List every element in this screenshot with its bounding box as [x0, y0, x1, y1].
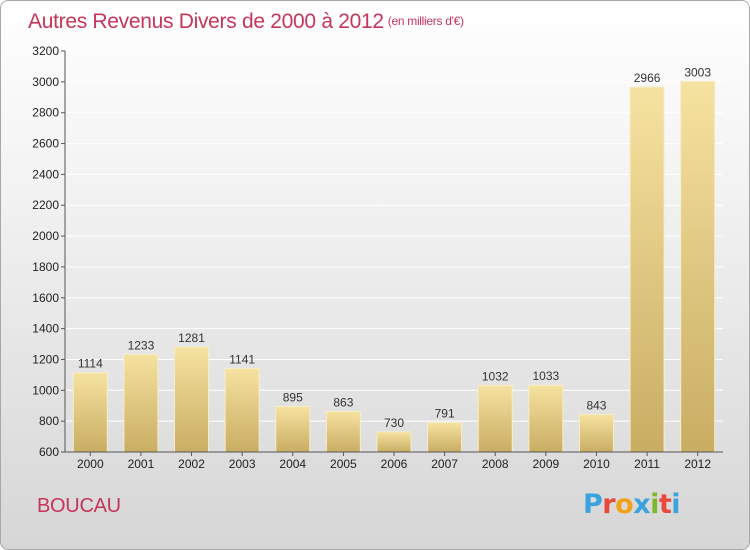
bar-value-label: 1032: [482, 369, 509, 383]
x-tick-label: 2012: [684, 457, 711, 471]
x-tick-label: 2006: [381, 457, 408, 471]
x-tick-label: 2007: [431, 457, 458, 471]
x-tick-label: 2000: [77, 457, 104, 471]
bar: [275, 406, 311, 453]
bar: [680, 80, 716, 453]
x-tick-label: 2003: [229, 457, 256, 471]
bar-value-label: 1281: [178, 331, 205, 345]
bar: [477, 384, 513, 453]
y-tick-label: 2800: [32, 106, 59, 120]
bar-value-label: 895: [283, 391, 303, 405]
x-tick-label: 2011: [634, 457, 660, 471]
y-tick-label: 2400: [32, 167, 59, 181]
logo-letter: x: [633, 489, 651, 520]
bar: [123, 353, 159, 453]
y-tick-label: 2600: [32, 137, 59, 151]
bars: 1114 1233 1281 1141 895 863 730 791 1032 1033 843 2…: [72, 65, 716, 453]
y-tick-label: 1600: [32, 291, 59, 305]
y-tick-label: 3200: [32, 44, 59, 58]
y-tick-label: 2200: [32, 198, 59, 212]
logo-letter: i: [671, 489, 681, 520]
proxiti-logo[interactable]: Proxiti: [583, 489, 681, 520]
logo-letter: i: [650, 489, 659, 520]
bar: [629, 86, 665, 453]
x-tick-label: 2010: [583, 457, 610, 471]
y-tick-label: 1000: [32, 383, 59, 397]
place-name: BOUCAU: [37, 495, 121, 517]
bar-value-label: 1141: [229, 353, 255, 367]
bar: [72, 372, 108, 453]
bar-value-label: 730: [384, 416, 404, 430]
x-tick-label: 2004: [279, 457, 306, 471]
bar: [376, 431, 412, 453]
bar-value-label: 1033: [532, 369, 559, 383]
logo-letter: P: [583, 489, 603, 520]
bar-value-label: 1114: [78, 357, 103, 371]
chart-title: Autres Revenus Divers de 2000 à 2012 (en …: [28, 10, 464, 34]
logo-letter: t: [658, 489, 672, 520]
y-tick-label: 600: [39, 445, 59, 459]
y-tick-label: 1800: [32, 260, 59, 274]
bar: [174, 346, 210, 453]
bar: [325, 410, 361, 453]
bar-value-label: 843: [586, 399, 606, 413]
x-tick-label: 2009: [532, 457, 559, 471]
y-tick-label: 1400: [32, 322, 59, 336]
grid-lines: [65, 50, 723, 453]
logo-letter: o: [615, 489, 634, 520]
bar-value-label: 2966: [634, 71, 661, 85]
bar: [224, 368, 260, 453]
chart-title-unit: (en milliers d'€): [387, 14, 464, 28]
bar-value-label: 791: [435, 407, 455, 421]
bar: [528, 384, 564, 453]
bar-value-label: 1233: [128, 338, 155, 352]
x-tick-label: 2001: [128, 457, 155, 471]
y-tick-label: 2000: [32, 229, 59, 243]
x-tick-label: 2008: [482, 457, 509, 471]
logo-letter: r: [602, 489, 616, 520]
y-tick-label: 1200: [32, 352, 59, 366]
bar-value-label: 3003: [684, 65, 711, 79]
x-tick-label: 2005: [330, 457, 357, 471]
chart-title-text: Autres Revenus Divers de 2000 à 2012: [28, 10, 384, 33]
y-tick-label: 3000: [32, 75, 59, 89]
bar: [578, 414, 614, 453]
y-tick-label: 800: [39, 414, 59, 428]
x-tick-label: 2002: [178, 457, 205, 471]
bar-value-label: 863: [333, 395, 353, 409]
bar: [427, 422, 463, 453]
axes: 600 800 1000 1200 1400 1600 1800 2000 2200 2400 26…: [32, 44, 723, 471]
